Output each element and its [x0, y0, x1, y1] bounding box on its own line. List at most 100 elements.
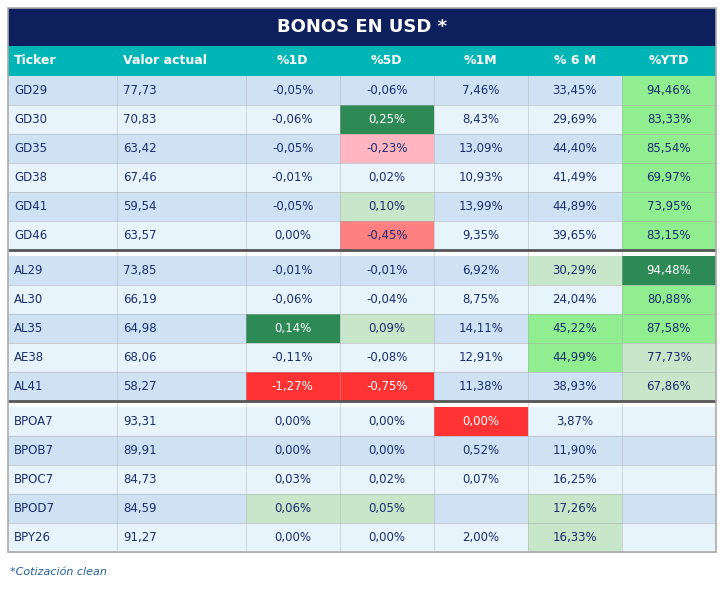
Text: 17,26%: 17,26%	[552, 502, 597, 515]
Text: %1M: %1M	[464, 54, 497, 68]
Text: 0,06%: 0,06%	[274, 502, 311, 515]
Text: 58,27: 58,27	[123, 380, 156, 393]
Bar	[8, 8, 716, 46]
Text: -0,75%: -0,75%	[366, 380, 408, 393]
Text: 93,31: 93,31	[123, 415, 156, 428]
Bar	[8, 46, 716, 76]
Text: 73,85: 73,85	[123, 264, 156, 277]
Text: 63,57: 63,57	[123, 229, 156, 242]
Bar	[434, 407, 528, 436]
Bar	[8, 163, 716, 192]
Text: 0,00%: 0,00%	[274, 229, 311, 242]
Text: 45,22%: 45,22%	[552, 322, 597, 335]
Text: Valor actual: Valor actual	[123, 54, 207, 68]
Text: 29,69%: 29,69%	[552, 113, 597, 126]
Text: 24,04%: 24,04%	[552, 293, 597, 306]
Text: %1D: %1D	[277, 54, 308, 68]
Bar	[622, 256, 716, 285]
Text: %5D: %5D	[371, 54, 403, 68]
Text: 0,02%: 0,02%	[368, 171, 405, 184]
Text: 30,29%: 30,29%	[552, 264, 597, 277]
Bar	[340, 314, 434, 343]
Text: 0,00%: 0,00%	[274, 415, 311, 428]
Text: 16,33%: 16,33%	[552, 531, 597, 544]
Text: 6,92%: 6,92%	[462, 264, 500, 277]
Text: 44,89%: 44,89%	[552, 200, 597, 213]
Text: %YTD: %YTD	[649, 54, 689, 68]
Text: GD46: GD46	[14, 229, 47, 242]
Text: 16,25%: 16,25%	[552, 473, 597, 486]
Text: 0,02%: 0,02%	[368, 473, 405, 486]
Text: -0,05%: -0,05%	[272, 84, 313, 97]
Text: 0,00%: 0,00%	[369, 444, 405, 457]
Text: -0,08%: -0,08%	[366, 351, 408, 364]
Bar	[622, 76, 716, 105]
Text: 0,07%: 0,07%	[462, 473, 500, 486]
Text: GD29: GD29	[14, 84, 47, 97]
Bar	[622, 314, 716, 343]
Bar	[8, 134, 716, 163]
Bar	[528, 256, 622, 285]
Text: 11,90%: 11,90%	[552, 444, 597, 457]
Text: 0,09%: 0,09%	[368, 322, 405, 335]
Text: GD35: GD35	[14, 142, 47, 155]
Text: 69,97%: 69,97%	[647, 171, 691, 184]
Text: 67,86%: 67,86%	[647, 380, 691, 393]
Text: 11,38%: 11,38%	[458, 380, 503, 393]
Bar	[8, 256, 716, 285]
Text: BPOA7: BPOA7	[14, 415, 54, 428]
Text: 33,45%: 33,45%	[552, 84, 597, 97]
Bar	[8, 494, 716, 523]
Text: -0,01%: -0,01%	[272, 264, 313, 277]
Text: Ticker: Ticker	[14, 54, 56, 68]
Text: 0,00%: 0,00%	[274, 444, 311, 457]
Text: 84,59: 84,59	[123, 502, 156, 515]
Text: 87,58%: 87,58%	[647, 322, 691, 335]
Bar	[8, 192, 716, 221]
Bar	[622, 285, 716, 314]
Bar	[622, 163, 716, 192]
Text: 94,48%: 94,48%	[647, 264, 691, 277]
Bar	[8, 76, 716, 105]
Text: 44,99%: 44,99%	[552, 351, 597, 364]
Text: 44,40%: 44,40%	[552, 142, 597, 155]
Text: -0,04%: -0,04%	[366, 293, 408, 306]
Text: 0,00%: 0,00%	[369, 531, 405, 544]
Text: BPOD7: BPOD7	[14, 502, 55, 515]
Bar	[340, 134, 434, 163]
Bar	[622, 192, 716, 221]
Text: 66,19: 66,19	[123, 293, 157, 306]
Text: -0,06%: -0,06%	[272, 113, 313, 126]
Bar	[340, 221, 434, 250]
Text: 38,93%: 38,93%	[552, 380, 597, 393]
Bar	[622, 372, 716, 401]
Text: 0,00%: 0,00%	[369, 415, 405, 428]
Text: 0,00%: 0,00%	[462, 415, 500, 428]
Text: -1,27%: -1,27%	[272, 380, 313, 393]
Text: 8,75%: 8,75%	[462, 293, 500, 306]
Bar	[340, 105, 434, 134]
Bar	[340, 372, 434, 401]
Text: BONOS EN USD *: BONOS EN USD *	[277, 18, 447, 36]
Text: 77,73%: 77,73%	[647, 351, 691, 364]
Text: 13,09%: 13,09%	[458, 142, 503, 155]
Text: AL35: AL35	[14, 322, 43, 335]
Bar	[340, 192, 434, 221]
Bar	[245, 314, 340, 343]
Text: BPOC7: BPOC7	[14, 473, 54, 486]
Text: 3,87%: 3,87%	[556, 415, 594, 428]
Bar	[8, 314, 716, 343]
Text: GD30: GD30	[14, 113, 47, 126]
Bar	[622, 105, 716, 134]
Text: 0,25%: 0,25%	[368, 113, 405, 126]
Text: 83,15%: 83,15%	[647, 229, 691, 242]
Text: BPY26: BPY26	[14, 531, 51, 544]
Text: 84,73: 84,73	[123, 473, 156, 486]
Text: 0,00%: 0,00%	[274, 531, 311, 544]
Bar	[245, 372, 340, 401]
Bar	[8, 221, 716, 250]
Text: AE38: AE38	[14, 351, 44, 364]
Text: % 6 M: % 6 M	[554, 54, 596, 68]
Text: AL30: AL30	[14, 293, 43, 306]
Text: 68,06: 68,06	[123, 351, 156, 364]
